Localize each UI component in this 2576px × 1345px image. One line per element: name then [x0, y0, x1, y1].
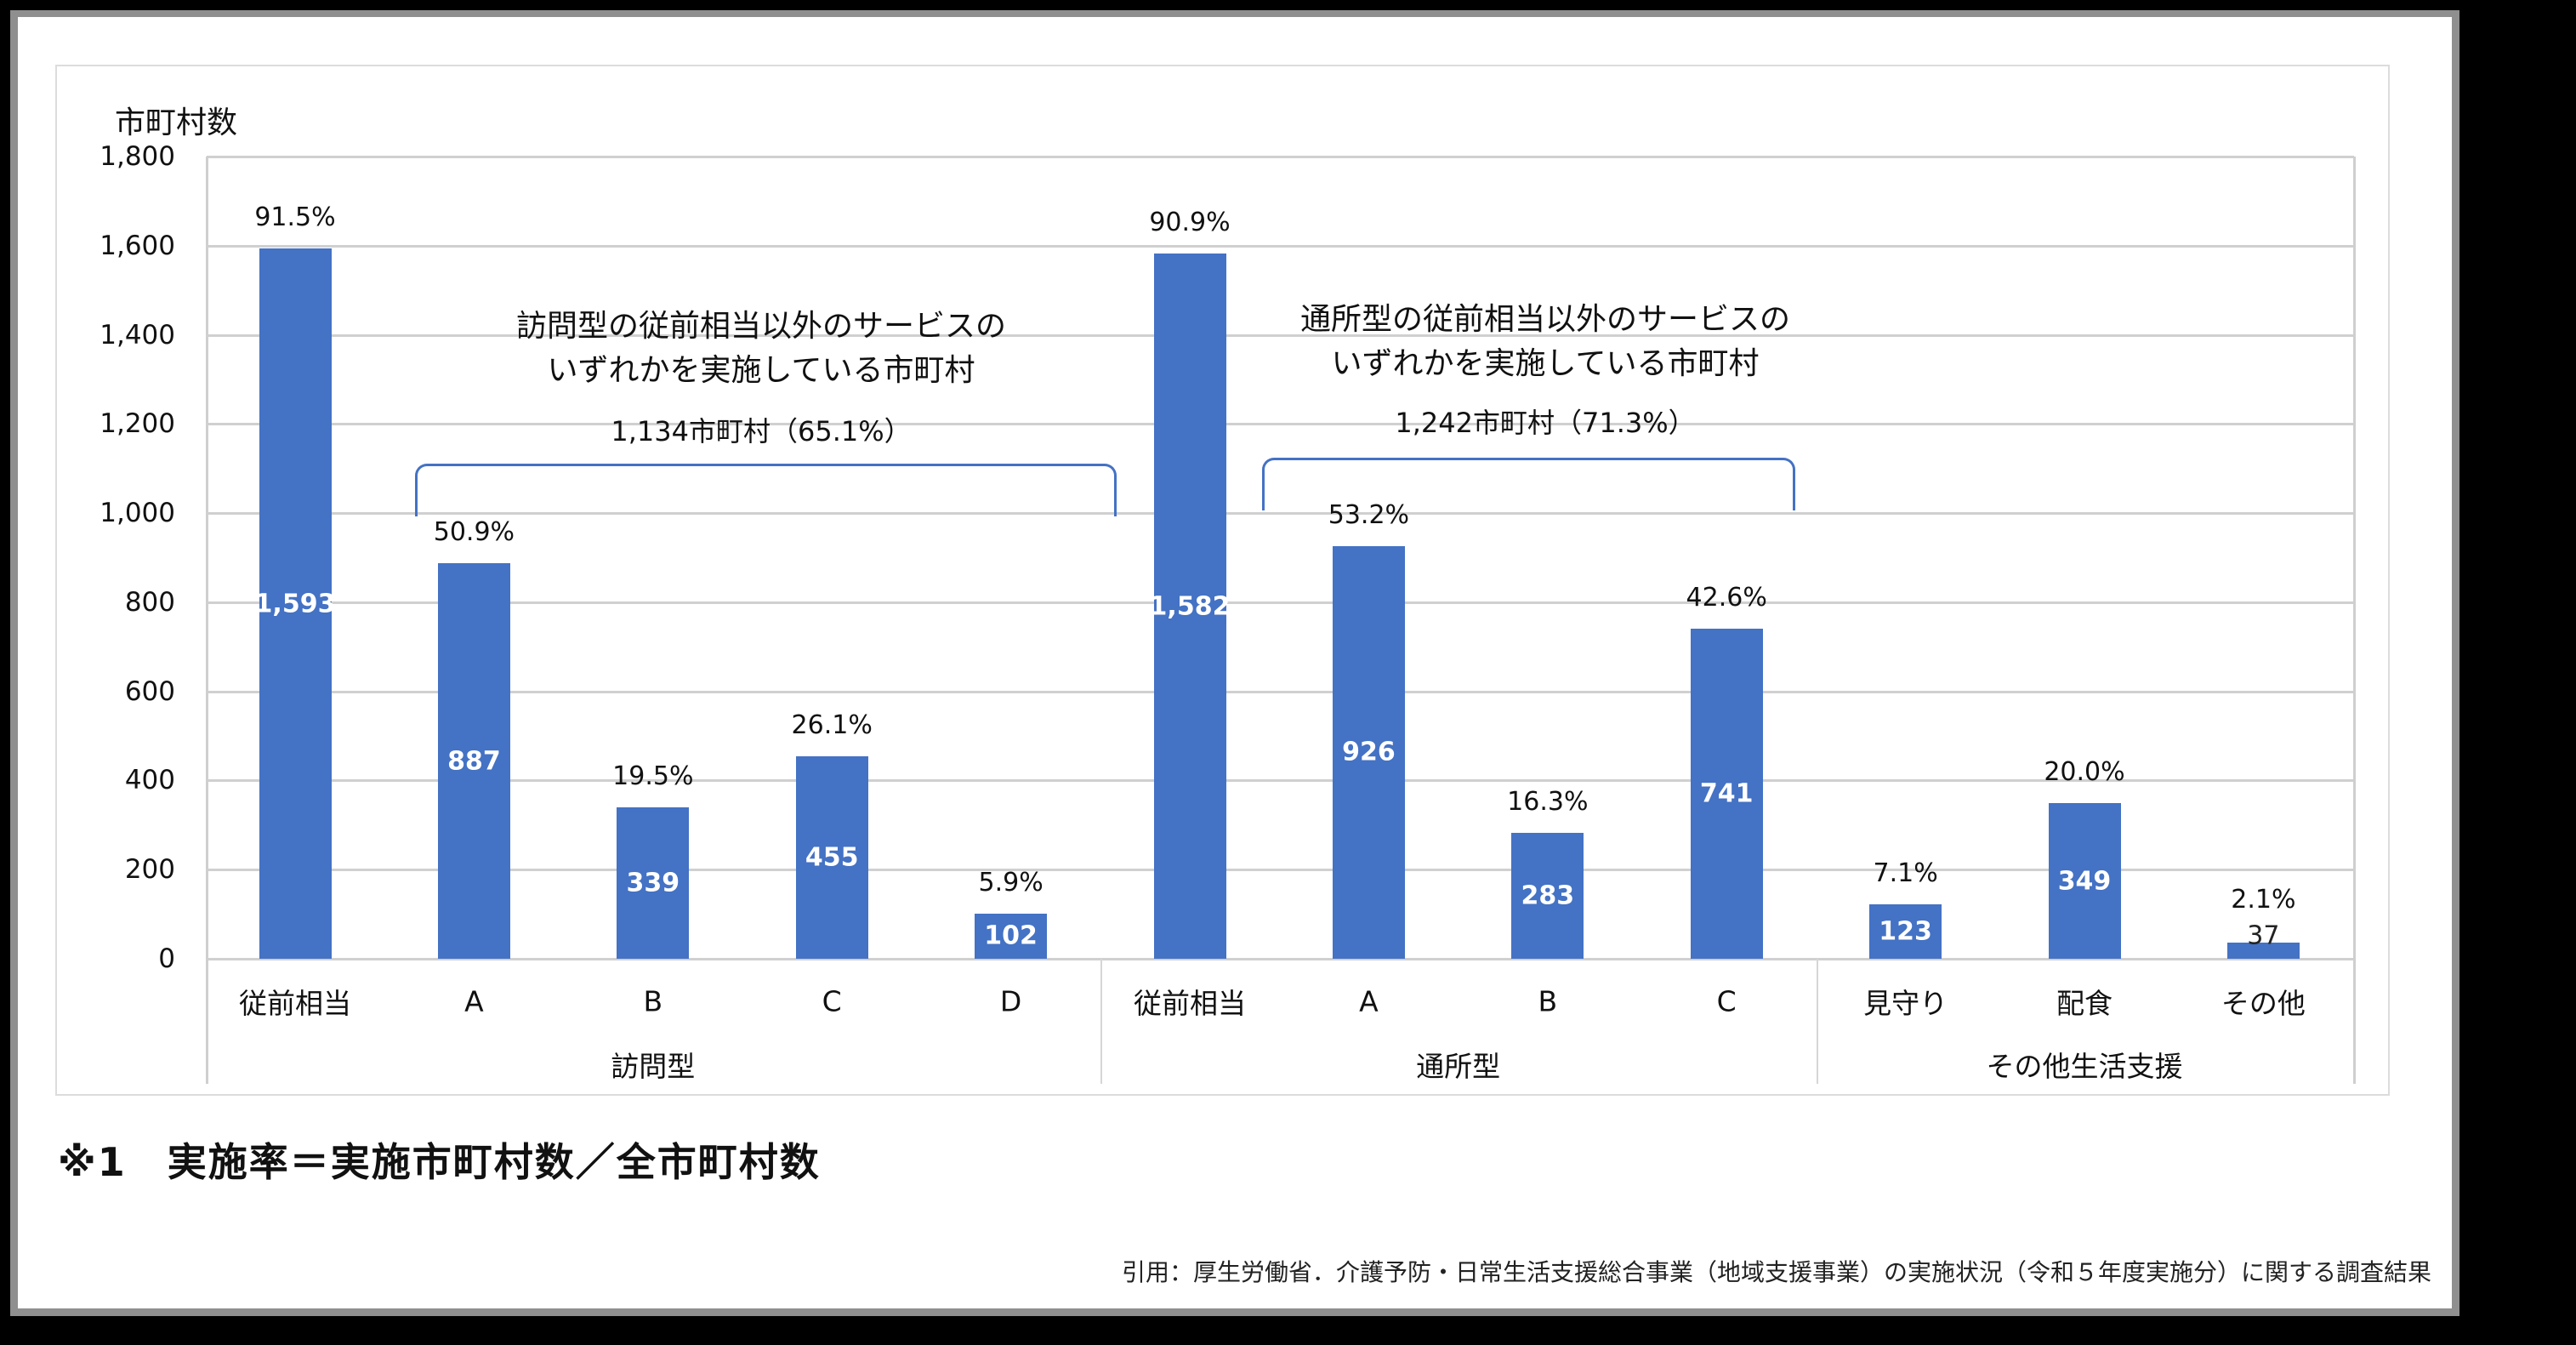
bar — [2226, 942, 2300, 959]
bar — [975, 913, 1048, 959]
bar-value-label: 102 — [984, 920, 1038, 951]
y-tick-label: 0 — [158, 943, 175, 974]
category-label: 見守り — [1863, 987, 1948, 1020]
group-label: 通所型 — [1416, 1050, 1501, 1083]
rate-label: 16.3% — [1507, 786, 1589, 817]
bar-value-label: 1,582 — [1149, 591, 1231, 622]
citation: 引用：厚生労働省．介護予防・日常生活支援総合事業（地域支援事業）の実施状況（令和… — [1121, 1258, 2431, 1286]
gridline — [207, 869, 2354, 872]
category-label: B — [1538, 984, 1558, 1018]
gridline — [207, 156, 2354, 158]
group-separator — [1817, 959, 1818, 1084]
bar-value-label: 123 — [1879, 916, 1932, 947]
annotation-line: いずれかを実施している市町村 — [1331, 346, 1760, 381]
bar-value-label: 1,593 — [254, 589, 336, 619]
plot-right-border — [2353, 157, 2356, 1084]
gridline — [207, 601, 2354, 604]
annotation-line: いずれかを実施している市町村 — [547, 353, 975, 388]
y-tick-label: 1,600 — [100, 230, 175, 261]
annotation-line: 訪問型の従前相当以外のサービスの — [515, 309, 1007, 344]
gridline — [207, 423, 2354, 426]
bracket-icon — [415, 464, 1117, 516]
category-label: 配食 — [2056, 987, 2113, 1020]
gridline — [207, 779, 2354, 783]
category-label: 従前相当 — [1134, 987, 1246, 1020]
bar — [259, 248, 332, 959]
annotation-text: 通所型の従前相当以外のサービスの いずれかを実施している市町村 — [1300, 298, 1790, 386]
rate-label: 42.6% — [1686, 582, 1767, 613]
y-tick-label: 600 — [124, 675, 175, 707]
y-axis-title: 市町村数 — [115, 105, 238, 140]
y-tick-label: 1,000 — [100, 498, 175, 529]
bar-value-label: 37 — [2247, 920, 2280, 951]
bar — [1690, 628, 1763, 959]
category-label: C — [1716, 984, 1737, 1018]
bar — [437, 563, 510, 959]
bar — [1332, 545, 1405, 959]
y-tick-label: 1,800 — [100, 141, 175, 172]
gridline — [207, 512, 2354, 516]
x-axis-line — [207, 958, 2354, 960]
gridline — [207, 333, 2354, 337]
rate-label: 20.0% — [2044, 757, 2125, 788]
bar-value-label: 283 — [1521, 881, 1575, 911]
bar-value-label: 349 — [2057, 866, 2112, 897]
rate-label: 50.9% — [433, 517, 515, 548]
rate-label: 26.1% — [791, 710, 873, 740]
y-axis-line — [206, 157, 208, 1084]
gridline — [207, 690, 2354, 693]
category-label: C — [822, 984, 842, 1018]
rate-label: 7.1% — [1873, 858, 1938, 888]
category-label: 従前相当 — [239, 987, 351, 1020]
category-label: B — [643, 984, 663, 1018]
annotation-summary: 1,242市町村（71.3%） — [1395, 407, 1696, 439]
rate-label: 91.5% — [254, 202, 336, 233]
category-label: その他 — [2221, 987, 2306, 1020]
rate-label: 53.2% — [1328, 499, 1410, 530]
category-label: A — [1359, 984, 1379, 1018]
footnote: ※1 実施率＝実施市町村数／全市町村数 — [58, 1139, 821, 1185]
y-tick-label: 400 — [124, 765, 175, 796]
rate-label: 19.5% — [612, 761, 694, 792]
rate-label: 5.9% — [978, 867, 1043, 898]
bar-value-label: 926 — [1342, 737, 1396, 767]
bar-value-label: 339 — [626, 868, 680, 898]
bar — [1869, 903, 1942, 959]
gridline — [207, 244, 2354, 248]
y-tick-label: 800 — [124, 586, 175, 618]
rate-label: 2.1% — [2231, 884, 2296, 915]
bar-value-label: 741 — [1699, 778, 1754, 809]
group-label: その他生活支援 — [1986, 1050, 2183, 1083]
group-label: 訪問型 — [611, 1050, 696, 1083]
bar — [2048, 803, 2121, 959]
category-label: D — [999, 984, 1022, 1018]
bracket-icon — [1262, 458, 1795, 510]
bar — [1511, 832, 1584, 959]
y-tick-label: 1,200 — [100, 408, 175, 440]
category-label: A — [464, 984, 484, 1018]
annotation-text: 訪問型の従前相当以外のサービスの いずれかを実施している市町村 — [516, 305, 1006, 393]
annotation-summary: 1,134市町村（65.1%） — [611, 415, 912, 447]
y-tick-label: 1,400 — [100, 319, 175, 350]
rate-label: 90.9% — [1149, 208, 1231, 238]
y-tick-label: 200 — [124, 854, 175, 886]
bar — [795, 755, 868, 959]
group-separator — [1100, 959, 1102, 1084]
bar-value-label: 455 — [805, 842, 859, 873]
annotation-line: 通所型の従前相当以外のサービスの — [1299, 302, 1791, 337]
bar — [1153, 254, 1226, 959]
bar — [617, 807, 690, 959]
bar-value-label: 887 — [447, 746, 501, 777]
